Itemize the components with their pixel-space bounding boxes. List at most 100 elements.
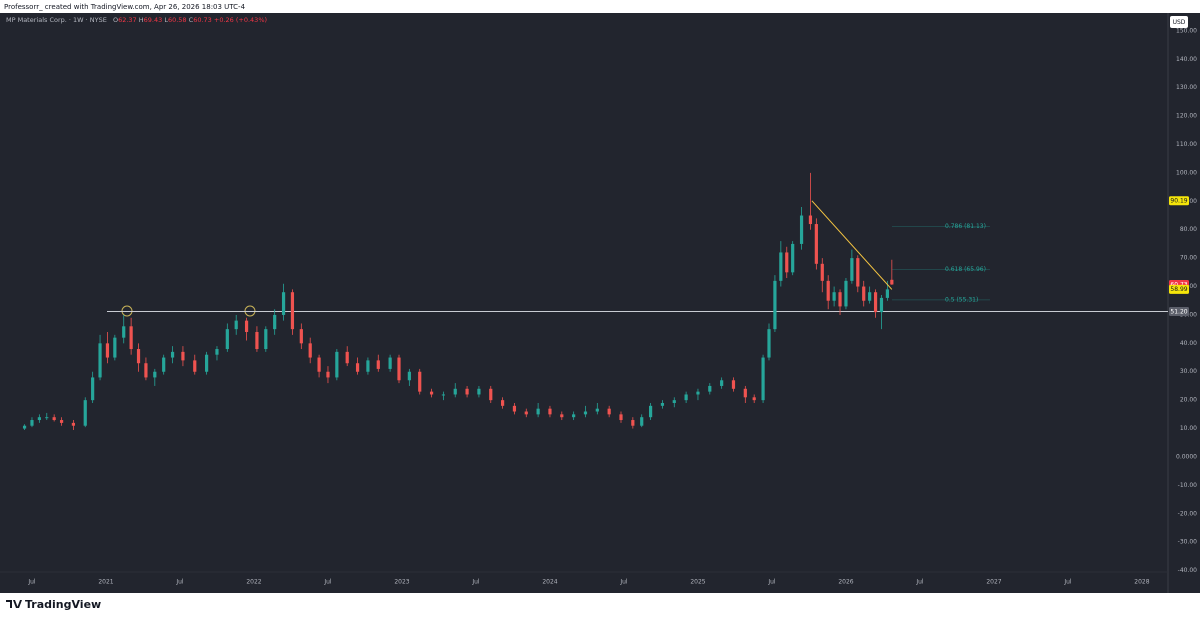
- candle-body: [548, 408, 552, 415]
- candle-body: [799, 215, 804, 244]
- candles: [22, 172, 894, 430]
- candle-body: [773, 280, 777, 330]
- candle-body: [850, 258, 854, 281]
- y-tick-label: -10.00: [1178, 482, 1198, 489]
- candle-body: [193, 360, 197, 372]
- candle-body: [366, 360, 370, 372]
- y-tick-label: 140.00: [1176, 56, 1197, 63]
- candle-body: [98, 343, 102, 378]
- candle-body: [743, 388, 747, 398]
- candle-body: [720, 380, 724, 386]
- y-tick-label: 0.0000: [1176, 453, 1197, 460]
- candle-body: [153, 371, 157, 378]
- candle-body: [83, 400, 87, 426]
- candle-body: [583, 411, 588, 415]
- candle-body: [619, 414, 623, 421]
- y-tick-label: 130.00: [1176, 84, 1197, 91]
- x-tick-label: 2023: [394, 579, 409, 586]
- candle-body: [844, 280, 848, 307]
- candle-body: [71, 422, 76, 426]
- price-label-box: [1169, 307, 1189, 317]
- price-label: 90.19: [1170, 198, 1187, 205]
- x-tick-label: Jul: [175, 579, 184, 586]
- candle-body: [170, 351, 175, 358]
- footer-logo: TradingView: [6, 598, 101, 611]
- candle-body: [45, 417, 49, 419]
- candle-body: [489, 388, 493, 401]
- candle-body: [105, 343, 110, 358]
- candle-body: [560, 414, 564, 418]
- candle-body: [862, 286, 866, 301]
- y-tick-label: 100.00: [1176, 169, 1197, 176]
- fib-label: 0.5 (55.31): [945, 296, 978, 303]
- candle-body: [572, 414, 576, 418]
- y-tick-label: 120.00: [1176, 113, 1197, 120]
- candle-body: [113, 337, 117, 358]
- x-tick-label: 2022: [246, 579, 261, 586]
- change: +0.26 (+0.43%): [214, 16, 267, 24]
- candle-body: [335, 351, 339, 378]
- candle-body: [832, 292, 836, 301]
- candle-body: [672, 400, 676, 403]
- candle-body: [281, 292, 286, 315]
- ohlc-value: 62.37: [118, 16, 137, 24]
- candle-body: [708, 385, 712, 392]
- candle-body: [317, 357, 321, 372]
- candle-body: [453, 388, 457, 395]
- y-tick-label: 40.00: [1180, 340, 1197, 347]
- candle-body: [838, 292, 842, 307]
- candle-body: [290, 292, 295, 330]
- candle-body: [477, 388, 481, 395]
- currency-box: [1170, 16, 1188, 28]
- candle-body: [397, 357, 401, 381]
- candle-body: [684, 394, 688, 401]
- candle-body: [791, 243, 795, 273]
- y-tick-label: -40.00: [1178, 567, 1198, 574]
- candle-body: [59, 420, 64, 423]
- ohlc-prefix: C: [189, 16, 194, 24]
- candle-body: [326, 371, 330, 378]
- x-tick-label: Jul: [323, 579, 332, 586]
- candle-body: [122, 326, 126, 338]
- legend: MP Materials Corp. · 1W · NYSE O62.37 H6…: [6, 16, 267, 24]
- candle-body: [595, 408, 599, 412]
- price-label: 60.73: [1170, 281, 1187, 288]
- symbol: MP Materials Corp. · 1W · NYSE: [6, 16, 107, 24]
- price-label-box: [1169, 196, 1189, 206]
- candle-body: [244, 320, 249, 332]
- y-tick-label: 70.00: [1180, 255, 1197, 262]
- candle-body: [885, 289, 889, 298]
- price-label: 58.99: [1170, 286, 1187, 293]
- candle-body: [345, 351, 349, 364]
- x-tick-label: Jul: [915, 579, 924, 586]
- fib-label: 0.618 (65.96): [945, 266, 986, 273]
- candle-body: [264, 329, 268, 350]
- x-tick-label: Jul: [767, 579, 776, 586]
- x-tick-label: 2025: [690, 579, 705, 586]
- candle-body: [826, 280, 830, 301]
- candle-body: [856, 258, 860, 287]
- candle-body: [418, 371, 422, 392]
- logo-mark: [6, 600, 22, 608]
- candle-body: [767, 329, 771, 358]
- candle-body: [129, 326, 133, 350]
- fib-label: 0.786 (81.13): [945, 223, 986, 230]
- candle-body: [660, 402, 665, 406]
- y-tick-label: 20.00: [1180, 397, 1197, 404]
- candle-body: [234, 320, 238, 330]
- candle-body: [144, 363, 148, 378]
- x-tick-label: 2024: [542, 579, 557, 586]
- y-tick-label: 80.00: [1180, 226, 1197, 233]
- candle-body: [441, 394, 446, 396]
- ohlc-value: 60.73: [193, 16, 212, 24]
- currency: USD: [1173, 19, 1186, 26]
- chart-background: [0, 13, 1200, 593]
- candle-body: [465, 388, 469, 395]
- candle-body: [429, 391, 434, 395]
- candle-body: [91, 377, 95, 401]
- candle-body: [355, 363, 360, 372]
- candle-body: [388, 357, 392, 369]
- candle-body: [273, 314, 277, 330]
- x-tick-label: 2026: [838, 579, 853, 586]
